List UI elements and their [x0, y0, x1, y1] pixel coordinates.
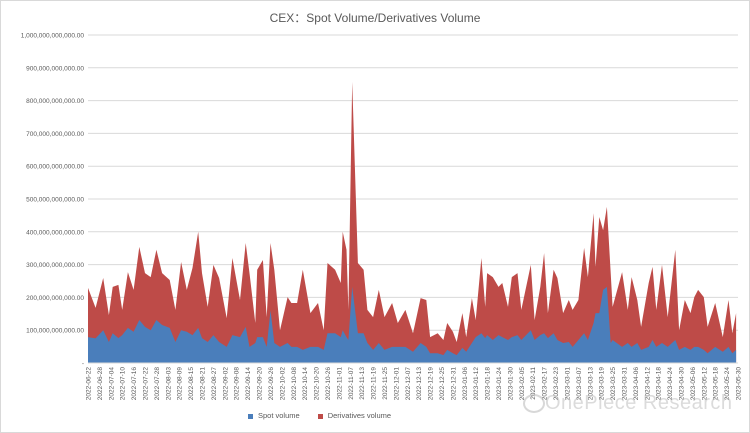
- x-tick-label: 2023-05-12: [701, 367, 708, 401]
- derivatives-volume-point: [352, 81, 353, 82]
- y-tick-label: 200,000,000,000.00: [26, 295, 84, 302]
- x-tick-label: 2023-02-17: [542, 367, 549, 401]
- x-tick-label: 2023-05-30: [736, 367, 743, 401]
- x-tick-label: 2023-05-24: [724, 367, 731, 401]
- x-tick-label: 2022-11-07: [348, 367, 355, 400]
- derivatives-volume-point: [245, 242, 246, 243]
- x-tick-label: 2022-09-02: [222, 367, 229, 401]
- x-tick-label: 2022-10-26: [325, 367, 332, 401]
- x-tick-label: 2022-07-22: [143, 367, 150, 401]
- x-tick-label: 2023-01-30: [507, 367, 514, 401]
- chart-title: CEX：Spot Volume/Derivatives Volume: [269, 11, 481, 25]
- x-tick-label: 2022-06-28: [97, 367, 104, 401]
- derivatives-volume-point: [583, 247, 584, 248]
- x-tick-label: 2022-09-20: [257, 367, 264, 401]
- x-tick-label: 2022-12-07: [405, 367, 412, 401]
- x-tick-label: 2022-08-21: [200, 367, 207, 401]
- x-tick-label: 2022-11-25: [382, 367, 389, 400]
- y-tick-label: 700,000,000,000.00: [26, 131, 84, 138]
- derivatives-volume-point: [593, 213, 594, 214]
- x-tick-label: 2023-02-23: [553, 367, 560, 401]
- x-tick-label: 2022-12-31: [450, 367, 457, 401]
- x-tick-label: 2023-04-30: [678, 367, 685, 401]
- x-tick-label: 2022-09-14: [245, 367, 252, 401]
- x-tick-label: 2022-11-19: [371, 367, 378, 400]
- x-tick-label: 2023-04-24: [667, 367, 674, 401]
- x-tick-label: 2023-03-07: [576, 367, 583, 401]
- y-tick-label: 300,000,000,000.00: [26, 262, 84, 269]
- x-tick-label: 2022-10-20: [314, 367, 321, 401]
- x-tick-label: 2023-03-19: [599, 367, 606, 401]
- x-tick-label: 2022-09-26: [268, 367, 275, 401]
- x-tick-label: 2023-01-12: [473, 367, 480, 401]
- x-tick-label: 2022-07-16: [131, 367, 138, 401]
- x-tick-label: 2022-10-14: [302, 367, 309, 401]
- y-tick-label: 1,000,000,000,000.00: [21, 33, 85, 40]
- x-tick-label: 2023-05-18: [713, 367, 720, 401]
- legend-item-spot: Spot volume: [248, 411, 300, 420]
- x-tick-label: 2022-11-01: [336, 367, 343, 400]
- x-tick-label: 2022-06-22: [86, 367, 93, 401]
- y-tick-label: 800,000,000,000.00: [26, 98, 84, 105]
- legend-label-spot: Spot volume: [258, 411, 300, 420]
- x-tick-label: 2022-09-08: [234, 367, 241, 401]
- x-tick-label: 2022-12-13: [416, 367, 423, 401]
- x-tick-label: 2022-08-27: [211, 367, 218, 401]
- y-tick-label: 400,000,000,000.00: [26, 229, 84, 236]
- x-tick-label: 2023-02-05: [519, 367, 526, 401]
- derivatives-volume-point: [270, 242, 271, 243]
- legend-item-derivatives: Derivatives volume: [317, 411, 392, 420]
- x-tick-label: 2023-05-06: [690, 367, 697, 401]
- y-tick-label: 500,000,000,000.00: [26, 197, 84, 204]
- y-tick-label: 100,000,000,000.00: [26, 328, 84, 335]
- x-tick-label: 2022-07-04: [108, 367, 115, 401]
- y-tick-label: 900,000,000,000.00: [26, 65, 84, 72]
- legend-swatch-spot: [248, 413, 253, 419]
- x-tick-label: 2022-08-03: [165, 367, 172, 401]
- x-tick-label: 2022-12-25: [439, 367, 446, 401]
- x-tick-label: 2023-04-06: [633, 367, 640, 401]
- derivatives-volume-point: [544, 253, 545, 254]
- x-tick-label: 2023-03-01: [564, 367, 571, 401]
- wechat-icon: [523, 394, 545, 413]
- x-tick-label: 2022-10-08: [291, 367, 298, 401]
- y-tick-label: 600,000,000,000.00: [26, 164, 84, 171]
- x-tick-label: 2022-07-28: [154, 367, 161, 401]
- derivatives-volume-area: [88, 81, 737, 364]
- y-tick-label: -: [82, 361, 84, 368]
- x-tick-label: 2022-08-09: [177, 367, 184, 401]
- x-tick-label: 2022-12-19: [428, 367, 435, 401]
- x-tick-label: 2022-07-10: [120, 367, 127, 401]
- x-tick-label: 2023-03-31: [621, 367, 628, 401]
- x-tick-label: 2023-03-25: [610, 367, 617, 401]
- x-tick-label: 2022-08-15: [188, 367, 195, 401]
- legend-label-derivatives: Derivatives volume: [327, 411, 392, 420]
- x-tick-label: 2022-12-01: [393, 367, 400, 401]
- legend-swatch-derivatives: [317, 413, 323, 419]
- spot-volume-area: [88, 286, 737, 363]
- derivatives-volume-point: [599, 216, 600, 217]
- x-tick-label: 2023-02-11: [530, 367, 537, 400]
- x-tick-label: 2022-11-13: [359, 367, 366, 400]
- x-tick-label: 2023-04-12: [644, 367, 651, 401]
- x-tick-label: 2023-01-24: [496, 367, 503, 401]
- watermark: OnePiece Research: [545, 392, 733, 414]
- x-tick-label: 2023-04-18: [656, 367, 663, 401]
- x-tick-label: 2022-10-02: [279, 367, 286, 401]
- x-tick-label: 2023-03-13: [587, 367, 594, 401]
- legend: Spot volume Derivatives volume: [248, 411, 391, 420]
- x-tick-label: 2023-01-06: [462, 367, 469, 401]
- x-tick-label: 2023-01-18: [485, 367, 492, 401]
